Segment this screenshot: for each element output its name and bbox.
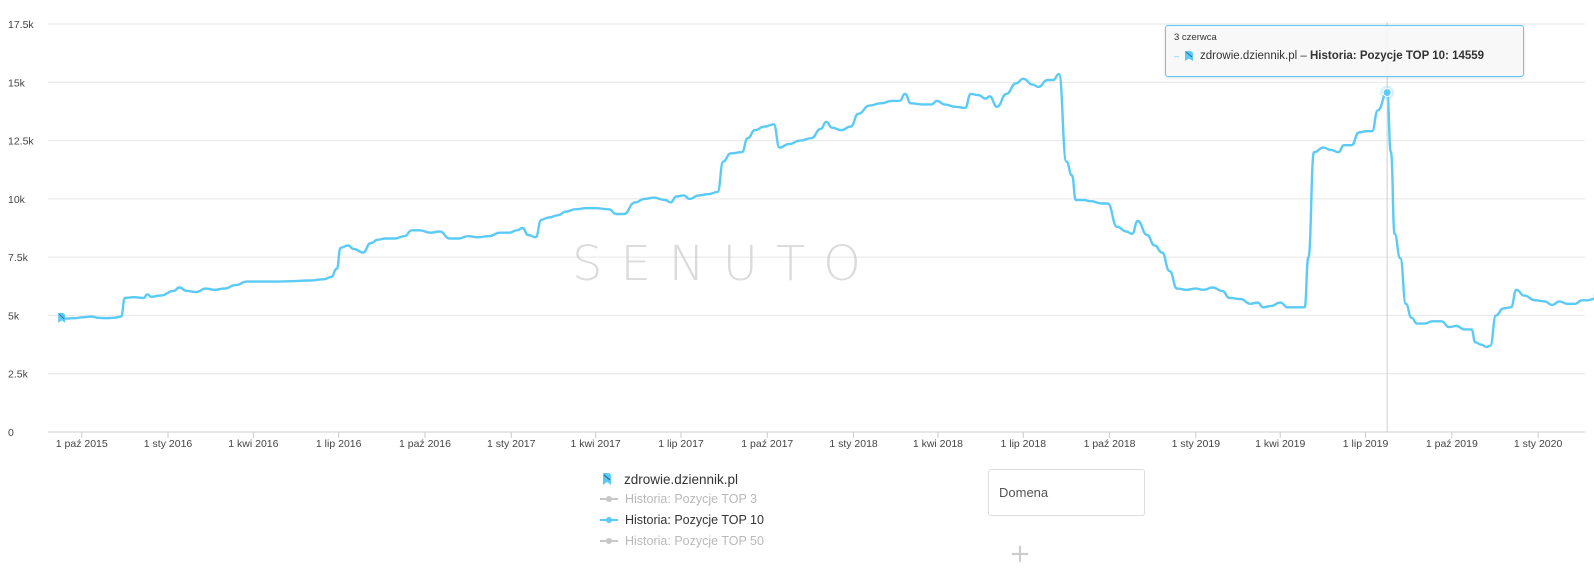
watermark-logo: SENUTO — [572, 236, 879, 292]
x-tick-label: 1 kwi 2017 — [571, 438, 621, 450]
legend-marker — [600, 515, 618, 525]
y-tick-label: 2.5k — [8, 369, 29, 381]
x-tick-label: 1 kwi 2018 — [913, 438, 963, 450]
grid — [48, 23, 1585, 433]
y-tick-label: 15k — [8, 77, 26, 89]
x-tick-label: 1 paź 2016 — [399, 438, 451, 450]
x-axis: 1 paź 2015 1 sty 2016 1 kwi 2016 1 lip 2016… — [56, 432, 1563, 450]
x-tick-label: 1 sty 2016 — [144, 438, 193, 450]
tooltip-date: 3 czerwca — [1174, 32, 1217, 43]
bookmark-icon — [603, 473, 611, 485]
bookmark-icon — [1185, 51, 1194, 61]
x-tick-label: 1 kwi 2019 — [1255, 438, 1305, 450]
legend-domain[interactable]: zdrowie.dziennik.pl — [600, 470, 960, 488]
y-tick-label: 12.5k — [8, 136, 34, 148]
bookmark-shape — [58, 312, 66, 323]
hover-marker — [1382, 88, 1392, 98]
legend-item-top10[interactable]: Historia: Pozycje TOP 10 — [600, 510, 960, 530]
x-tick-label: 1 lip 2016 — [316, 438, 362, 450]
domain-input[interactable] — [988, 469, 1145, 516]
legend-domain-label: zdrowie.dziennik.pl — [624, 471, 739, 487]
legend-label: Historia: Pozycje TOP 50 — [625, 534, 764, 548]
x-tick-label: 1 sty 2020 — [1514, 438, 1563, 450]
bookmark-icon — [58, 312, 66, 323]
legend-marker — [600, 494, 618, 504]
x-tick-label: 1 lip 2018 — [1001, 438, 1047, 450]
legend-marker — [600, 536, 618, 546]
legend-item-top50[interactable]: Historia: Pozycje TOP 50 — [600, 531, 960, 551]
y-tick-label: 17.5k — [8, 19, 34, 31]
x-tick-label: 1 sty 2017 — [487, 438, 536, 450]
chart-legend: zdrowie.dziennik.pl Historia: Pozycje TO… — [600, 470, 960, 551]
series-line-top10 — [60, 72, 1594, 349]
legend-item-top3[interactable]: Historia: Pozycje TOP 3 — [600, 489, 960, 509]
tooltip-value: 14559 — [1452, 50, 1485, 62]
tooltip-series-label: Historia: Pozycje TOP 10: — [1309, 50, 1449, 62]
x-tick-label: 1 paź 2019 — [1426, 438, 1478, 450]
legend-label: Historia: Pozycje TOP 3 — [625, 492, 758, 506]
y-tick-label: 0 — [8, 427, 14, 439]
y-tick-label: 10k — [8, 194, 26, 206]
x-tick-label: 1 sty 2018 — [829, 438, 878, 450]
legend-label: Historia: Pozycje TOP 10 — [625, 513, 764, 527]
tooltip-bullet: – — [1174, 51, 1180, 61]
add-domain-button[interactable]: + — [1009, 539, 1031, 569]
x-tick-label: 1 paź 2017 — [741, 438, 793, 450]
y-tick-label: 5k — [8, 310, 20, 322]
tooltip-row: – zdrowie.dziennik.pl – Historia: Pozycj… — [1174, 50, 1515, 62]
chart-tooltip: 3 czerwca – zdrowie.dziennik.pl – Histor… — [1165, 25, 1524, 77]
x-tick-label: 1 lip 2019 — [1343, 438, 1389, 450]
x-tick-label: 1 lip 2017 — [658, 438, 704, 450]
x-tick-label: 1 paź 2018 — [1084, 438, 1136, 450]
tooltip-domain: zdrowie.dziennik.pl — [1200, 50, 1298, 62]
x-tick-label: 1 paź 2015 — [56, 438, 108, 450]
y-tick-label: 7.5k — [8, 252, 29, 264]
tooltip-separator: – — [1297, 50, 1310, 62]
series-layer — [58, 22, 1594, 432]
y-axis: 0 2.5k 5k 7.5k 10k 12.5k 15k 17.5k — [8, 19, 34, 439]
bookmark-stripe — [58, 313, 65, 320]
x-tick-label: 1 kwi 2016 — [228, 438, 278, 450]
x-tick-label: 1 sty 2019 — [1172, 438, 1221, 450]
